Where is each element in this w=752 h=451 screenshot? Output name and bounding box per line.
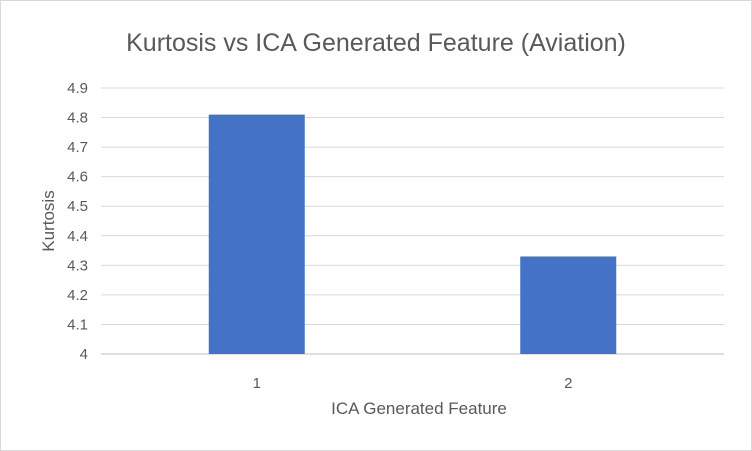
bar-1 [208, 114, 305, 354]
y-tick-label: 4.3 [67, 257, 88, 274]
x-tick-label: 1 [253, 375, 261, 392]
y-tick-label: 4.4 [67, 228, 88, 245]
y-tick-label: 4.6 [67, 169, 88, 186]
y-tick-label: 4.8 [67, 110, 88, 127]
bars [208, 114, 617, 354]
y-tick-label: 4.5 [67, 198, 88, 215]
bar-2 [520, 256, 617, 354]
y-tick-label: 4 [80, 346, 88, 363]
x-tick-label: 2 [564, 375, 572, 392]
chart-title: Kurtosis vs ICA Generated Feature (Aviat… [126, 29, 626, 57]
gridlines [101, 87, 724, 355]
y-tick-label: 4.9 [67, 80, 88, 97]
y-tick-label: 4.1 [67, 316, 88, 333]
y-tick-labels: 4 4.1 4.2 4.3 4.4 4.5 4.6 4.7 4.8 4.9 [67, 80, 88, 363]
y-tick-label: 4.2 [67, 287, 88, 304]
y-tick-label: 4.7 [67, 139, 88, 156]
x-axis-label: ICA Generated Feature [331, 399, 507, 418]
